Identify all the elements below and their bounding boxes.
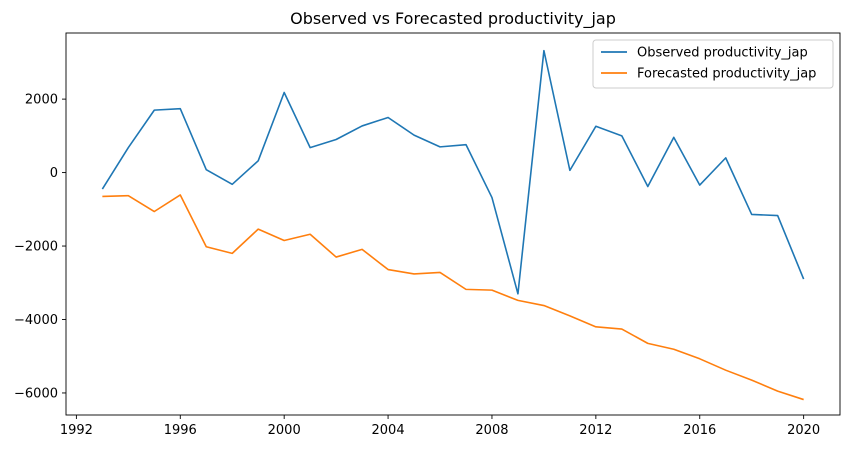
x-tick-label: 2016 — [683, 423, 716, 438]
series-layer — [101, 49, 805, 401]
plot-frame — [65, 32, 841, 416]
x-tick-label: 1996 — [164, 423, 197, 438]
legend: Observed productivity_jap Forecasted prod… — [592, 39, 834, 89]
chart-title: Observed vs Forecasted productivity_jap — [290, 9, 616, 29]
y-tick-label: 2000 — [25, 93, 58, 108]
x-tick-label: 2000 — [268, 423, 301, 438]
x-tick-label: 2004 — [372, 423, 405, 438]
series-line-observed — [101, 49, 805, 295]
legend-label: Observed productivity_jap — [637, 46, 808, 61]
x-tick-label: 2020 — [787, 423, 820, 438]
x-tick-label: 2008 — [475, 423, 508, 438]
legend-box — [592, 39, 834, 89]
y-tick-label: −4000 — [14, 313, 58, 328]
y-tick-label: 0 — [50, 166, 58, 181]
axes-layer: 1992 1996 2000 2004 2008 2012 2016 2020 −6000 −40… — [14, 32, 841, 438]
y-tick-label: −6000 — [14, 386, 58, 401]
x-tick-label: 1992 — [60, 423, 93, 438]
x-tick-label: 2012 — [579, 423, 612, 438]
series-line-forecasted — [102, 194, 804, 401]
legend-label: Forecasted productivity_jap — [637, 67, 816, 82]
y-tick-label: −2000 — [14, 240, 58, 255]
